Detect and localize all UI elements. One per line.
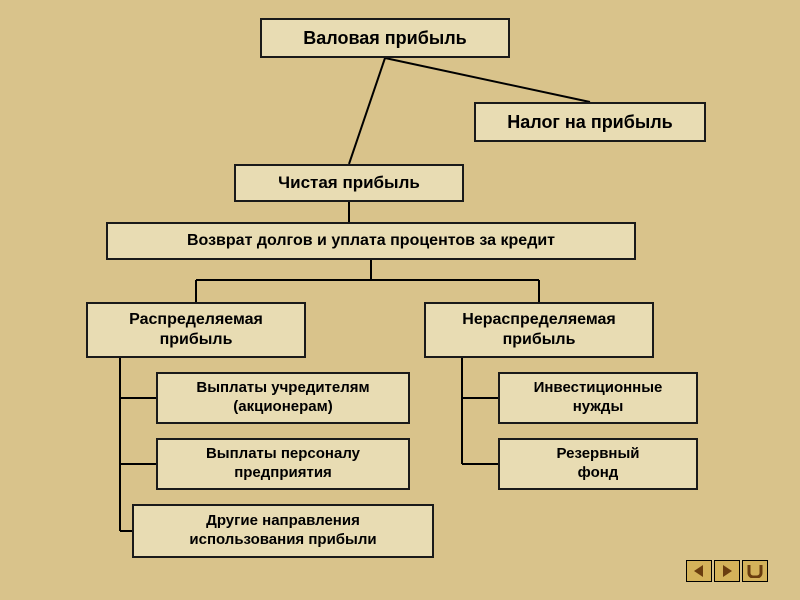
node-label: Выплаты персоналу предприятия	[206, 445, 360, 483]
arrow-left-icon	[692, 564, 706, 578]
node-label: Чистая прибыль	[278, 172, 420, 193]
node-gross: Валовая прибыль	[260, 18, 510, 58]
node-label: Инвестиционные нужды	[534, 379, 663, 417]
node-net: Чистая прибыль	[234, 164, 464, 202]
arrow-right-icon	[720, 564, 734, 578]
return-button[interactable]	[742, 560, 768, 582]
node-invest: Инвестиционные нужды	[498, 372, 698, 424]
node-label: Возврат долгов и уплата процентов за кре…	[187, 231, 555, 251]
node-tax: Налог на прибыль	[474, 102, 706, 142]
node-staff: Выплаты персоналу предприятия	[156, 438, 410, 490]
node-label: Нераспределяемая прибыль	[462, 310, 615, 350]
return-icon	[747, 564, 763, 578]
diagram-canvas: Валовая прибыль Налог на прибыль Чистая …	[0, 0, 800, 600]
node-found: Выплаты учредителям (акционерам)	[156, 372, 410, 424]
node-label: Другие направления использования прибыли	[189, 512, 376, 550]
node-label: Распределяемая прибыль	[129, 310, 263, 350]
node-label: Выплаты учредителям (акционерам)	[196, 379, 369, 417]
prev-button[interactable]	[686, 560, 712, 582]
node-dist: Распределяемая прибыль	[86, 302, 306, 358]
node-debt: Возврат долгов и уплата процентов за кре…	[106, 222, 636, 260]
node-label: Налог на прибыль	[507, 111, 673, 134]
node-label: Резервный фонд	[556, 445, 639, 483]
node-other: Другие направления использования прибыли	[132, 504, 434, 558]
node-undist: Нераспределяемая прибыль	[424, 302, 654, 358]
node-reserve: Резервный фонд	[498, 438, 698, 490]
nav-controls	[686, 560, 768, 582]
node-label: Валовая прибыль	[303, 27, 466, 50]
next-button[interactable]	[714, 560, 740, 582]
